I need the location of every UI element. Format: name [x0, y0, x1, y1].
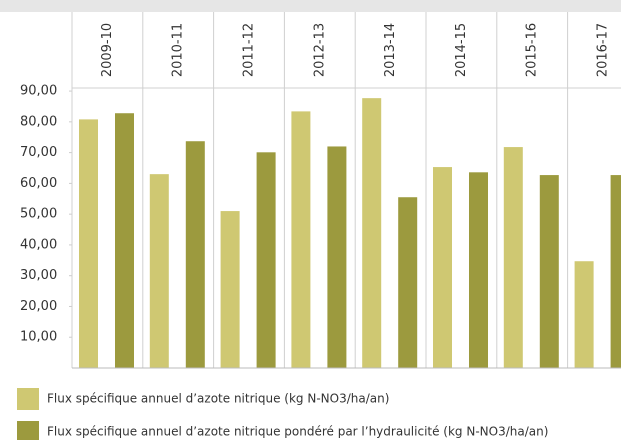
bar — [610, 175, 621, 368]
y-tick-label: 30,00 — [20, 268, 57, 283]
y-tick-label: 40,00 — [20, 237, 57, 252]
bar — [327, 146, 347, 368]
x-tick-label: 2010-11 — [171, 23, 186, 77]
y-tick-label: 70,00 — [20, 145, 57, 160]
x-tick-label: 2012-13 — [312, 23, 327, 77]
x-tick-label: 2014-15 — [454, 23, 469, 77]
bar — [115, 113, 134, 368]
x-tick-label: 2015-16 — [525, 23, 540, 77]
legend-swatch — [17, 388, 39, 410]
bar — [398, 197, 418, 368]
x-tick-label: 2016-17 — [596, 23, 611, 77]
bar — [433, 167, 452, 368]
y-tick-label: 50,00 — [20, 207, 57, 222]
bar — [149, 174, 169, 368]
bar — [79, 119, 98, 368]
bar — [362, 98, 382, 369]
bar — [256, 152, 276, 368]
y-tick-label: 80,00 — [20, 114, 57, 129]
legend-label: Flux spécifique annuel d’azote nitrique … — [47, 392, 389, 406]
y-tick-label: 90,00 — [20, 84, 57, 99]
legend-label: Flux spécifique annuel d’azote nitrique … — [47, 425, 548, 439]
y-tick-label: 60,00 — [20, 176, 57, 191]
top-band — [0, 0, 621, 12]
legend-swatch — [17, 421, 39, 440]
x-tick-label: 2013-14 — [383, 23, 398, 77]
bar — [291, 111, 311, 368]
bar — [220, 211, 240, 368]
bar — [469, 172, 488, 368]
bar — [539, 175, 559, 368]
y-tick-label: 10,00 — [20, 330, 57, 345]
x-tick-label: 2009-10 — [100, 23, 115, 77]
bar — [503, 147, 523, 368]
y-tick-label: 20,00 — [20, 299, 57, 314]
bar — [574, 261, 594, 368]
x-tick-label: 2011-12 — [242, 23, 257, 77]
bar — [185, 141, 205, 368]
